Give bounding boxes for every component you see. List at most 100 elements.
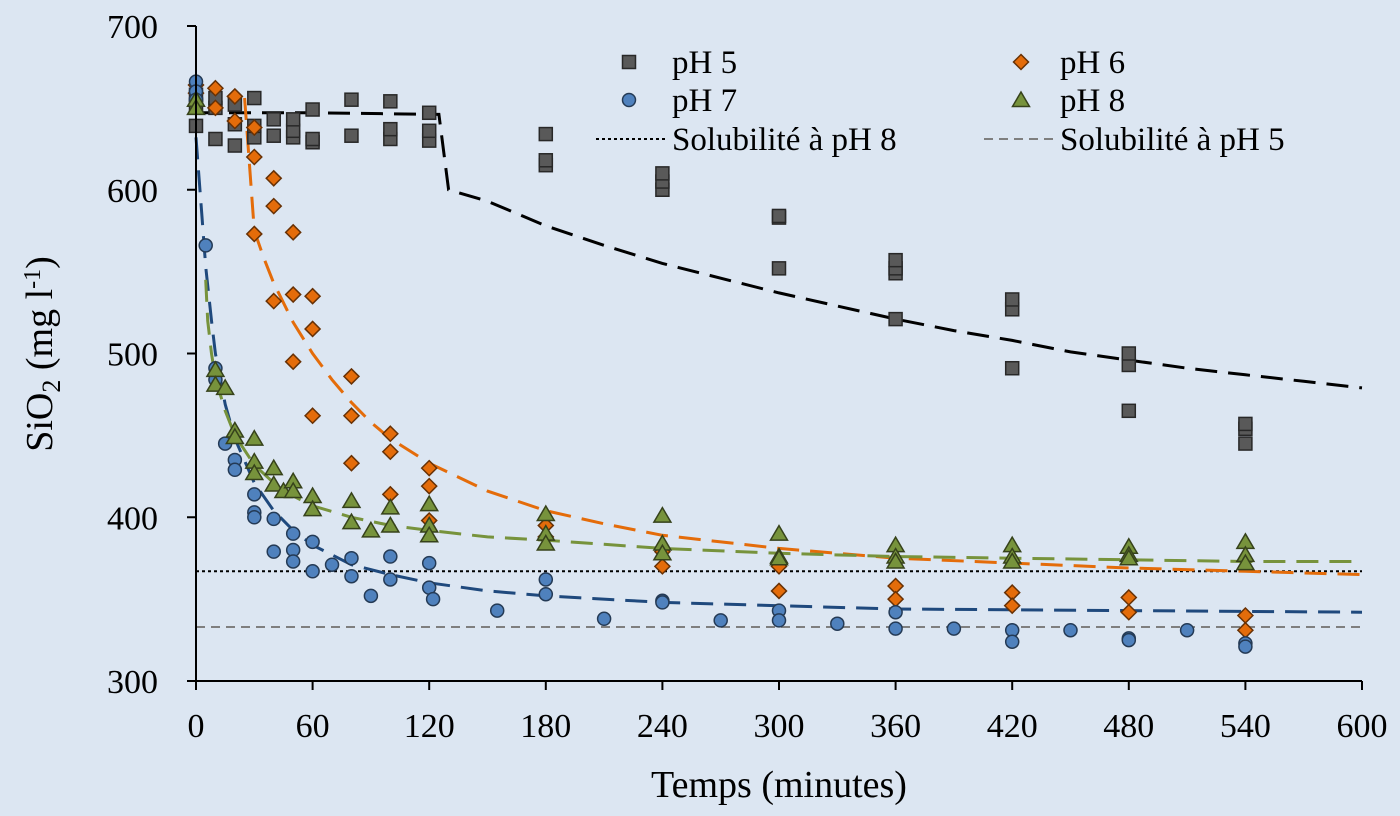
data-point xyxy=(420,477,438,495)
data-point xyxy=(380,497,401,515)
x-tick-label: 420 xyxy=(987,708,1038,745)
data-point xyxy=(888,311,903,327)
data-point xyxy=(888,621,903,636)
data-point xyxy=(1121,346,1137,361)
data-point xyxy=(538,126,554,142)
data-point xyxy=(266,128,281,143)
x-axis-title: Temps (minutes) xyxy=(651,764,907,806)
data-point xyxy=(655,166,670,181)
fit-curve-3 xyxy=(194,137,1363,614)
data-point xyxy=(653,557,671,575)
data-point xyxy=(284,285,302,304)
y-tick-label: 700 xyxy=(107,9,158,46)
data-point xyxy=(1120,588,1138,607)
x-tick-label: 120 xyxy=(404,708,455,745)
data-point xyxy=(1118,548,1139,566)
data-point xyxy=(383,94,398,109)
y-axis-title: SiO2 (mg l-1) xyxy=(19,256,66,452)
data-point xyxy=(771,613,787,628)
data-point xyxy=(265,169,283,187)
data-point xyxy=(198,238,213,253)
data-point xyxy=(1238,416,1253,432)
fit-curve-2 xyxy=(243,97,1363,577)
data-point xyxy=(247,90,262,106)
legend-label-6: Solubilité à pH 5 xyxy=(1060,122,1285,158)
data-points xyxy=(186,74,1256,654)
data-point xyxy=(305,564,320,579)
data-point xyxy=(344,92,359,107)
data-point xyxy=(1238,639,1253,654)
data-point xyxy=(284,223,302,241)
data-point xyxy=(888,252,903,268)
data-point xyxy=(885,551,906,569)
y-tick-label: 300 xyxy=(107,664,158,701)
y-axis-title-end: ) xyxy=(19,256,61,269)
legend-label-2: pH 6 xyxy=(1060,45,1125,81)
data-point xyxy=(1238,436,1253,451)
data-point xyxy=(244,429,265,446)
data-point xyxy=(226,112,244,130)
data-point xyxy=(652,506,673,523)
data-point xyxy=(769,548,789,566)
data-point xyxy=(421,123,437,139)
legend-label-4: pH 8 xyxy=(1060,83,1125,119)
x-tick-label: 240 xyxy=(637,708,688,745)
data-point xyxy=(538,153,554,168)
data-point xyxy=(769,524,789,541)
data-point xyxy=(1063,622,1078,638)
data-point xyxy=(1004,292,1020,307)
data-point xyxy=(419,494,440,512)
data-point xyxy=(344,550,359,566)
data-point xyxy=(420,459,438,477)
data-point xyxy=(652,543,673,561)
data-point xyxy=(342,407,361,425)
data-point xyxy=(245,225,263,243)
data-point xyxy=(1121,632,1137,648)
data-point xyxy=(225,427,245,445)
data-point xyxy=(1236,621,1254,639)
data-point xyxy=(215,378,235,396)
data-point xyxy=(247,487,262,502)
data-point xyxy=(245,148,263,166)
x-tick-label: 180 xyxy=(520,708,571,745)
data-point xyxy=(208,131,223,147)
data-point xyxy=(381,425,399,443)
series-4 xyxy=(186,90,1256,571)
data-point xyxy=(1121,403,1137,419)
data-point xyxy=(363,588,379,604)
x-tick-label: 540 xyxy=(1220,708,1271,745)
data-point xyxy=(1004,360,1020,376)
data-point xyxy=(946,621,962,636)
fit-curve-4 xyxy=(204,279,1362,563)
data-point xyxy=(383,121,398,137)
data-point xyxy=(265,197,283,215)
data-point xyxy=(380,515,401,533)
data-point xyxy=(887,590,905,608)
data-point xyxy=(305,131,320,147)
data-point xyxy=(771,261,787,276)
data-point xyxy=(285,112,301,127)
y-tick-label: 500 xyxy=(107,337,158,374)
data-point xyxy=(263,475,284,492)
x-tick-label: 360 xyxy=(870,708,921,745)
data-point xyxy=(771,208,787,224)
legend-marker-2 xyxy=(1012,53,1030,71)
data-point xyxy=(830,616,845,631)
data-point xyxy=(489,603,505,618)
x-tick-label: 600 xyxy=(1337,708,1388,745)
data-point xyxy=(344,128,359,143)
data-point xyxy=(341,491,362,509)
data-point xyxy=(285,526,301,541)
data-point xyxy=(421,555,437,571)
data-point xyxy=(263,458,284,476)
data-point xyxy=(226,87,244,105)
data-point xyxy=(770,582,788,600)
data-point xyxy=(305,102,320,117)
data-point xyxy=(344,568,359,584)
legend-marker-1 xyxy=(621,54,637,70)
data-point xyxy=(302,499,323,517)
y-axis-title-prefix: SiO xyxy=(19,393,61,452)
data-point xyxy=(342,454,361,472)
data-point xyxy=(538,586,554,602)
